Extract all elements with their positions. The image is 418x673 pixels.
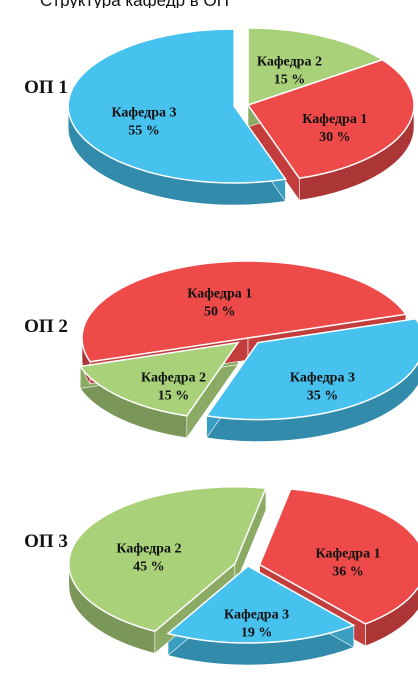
slice-name-label: Кафедра 1 bbox=[187, 287, 252, 302]
pie-slice-1 bbox=[205, 317, 418, 421]
pie-chart-3: ОП 3 Кафедра 1 36 % Кафедра 3 19 % Кафедра 2 4… bbox=[24, 486, 418, 666]
pie-slice-2 bbox=[166, 565, 356, 644]
slice-value-label: 50 % bbox=[204, 305, 236, 320]
slice-name-label: Кафедра 2 bbox=[141, 370, 206, 385]
slice-value-label: 30 % bbox=[319, 130, 351, 145]
slice-name-label: Кафедра 1 bbox=[316, 547, 381, 562]
slice-name-label: Кафедра 2 bbox=[116, 542, 181, 557]
slice-value-label: 19 % bbox=[241, 626, 273, 641]
pie-row-label: ОП 2 bbox=[24, 316, 68, 337]
pie-slice-1 bbox=[246, 58, 415, 180]
slice-value-label: 35 % bbox=[307, 388, 339, 403]
cropped-caption: Структура кафедр в ОП bbox=[40, 0, 340, 8]
slice-value-label: 55 % bbox=[128, 123, 160, 138]
pie-slice-2 bbox=[67, 28, 287, 184]
slice-name-label: Кафедра 3 bbox=[290, 370, 355, 385]
slice-name-label: Кафедра 2 bbox=[257, 54, 322, 69]
pie-chart-1: ОП 1 Кафедра 1 30 % Кафедра 3 55 % Кафедра 2 1… bbox=[24, 27, 415, 206]
slice-name-label: Кафедра 3 bbox=[111, 105, 176, 120]
slice-value-label: 15 % bbox=[274, 72, 306, 87]
slice-name-label: Кафедра 1 bbox=[302, 112, 367, 127]
pie-chart-2: ОП 2 Кафедра 3 35 % Кафедра 2 15 % Кафедра 1 5… bbox=[24, 260, 418, 442]
pie-slice-3 bbox=[68, 486, 268, 633]
slice-name-label: Кафедра 3 bbox=[224, 608, 289, 623]
slice-value-label: 36 % bbox=[332, 565, 364, 580]
slice-value-label: 45 % bbox=[133, 560, 165, 575]
pie-row-label: ОП 1 bbox=[24, 77, 68, 98]
pie-row-label: ОП 3 bbox=[24, 531, 68, 552]
pie-slice-1 bbox=[258, 488, 418, 625]
slice-value-label: 15 % bbox=[158, 388, 190, 403]
pie-slice-2 bbox=[78, 341, 240, 417]
pie-slice-3 bbox=[81, 260, 408, 363]
pie-slice-3 bbox=[247, 27, 385, 107]
